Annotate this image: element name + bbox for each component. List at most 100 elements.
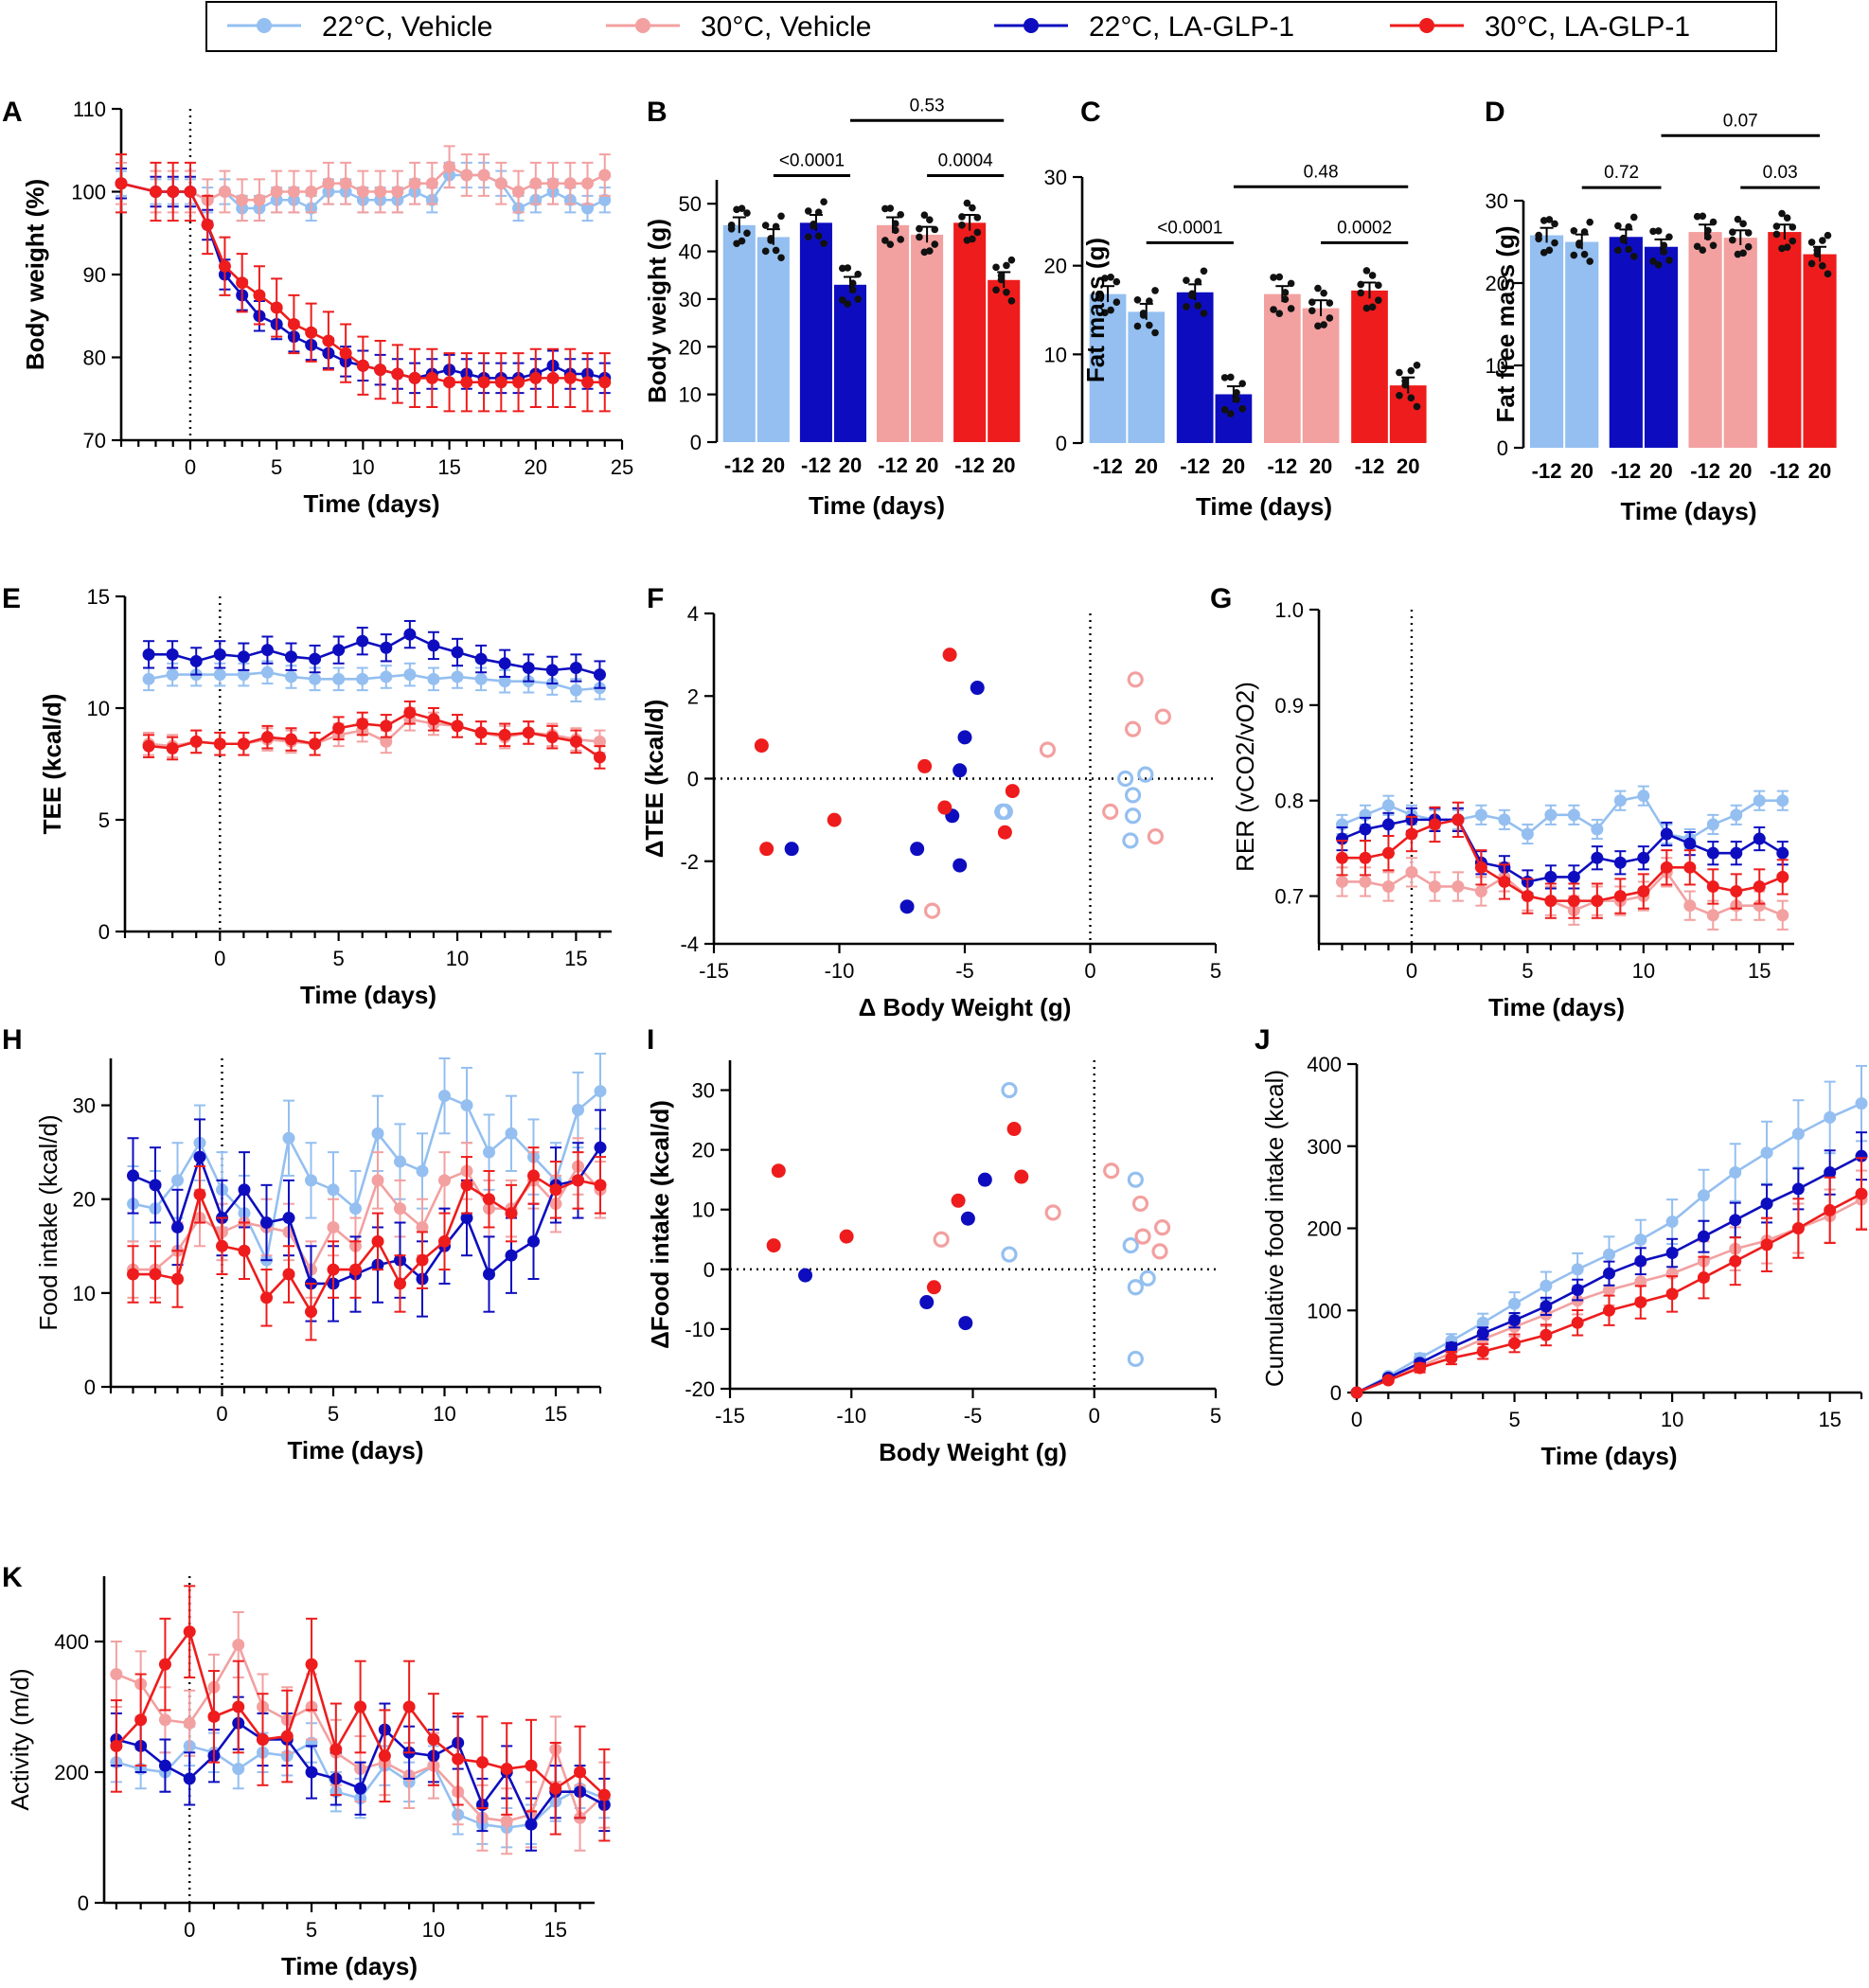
y-tick-label: 0	[1056, 432, 1067, 455]
bar	[1264, 293, 1301, 443]
individual-point	[1654, 227, 1663, 235]
data-point	[356, 672, 369, 685]
data-point	[1637, 851, 1650, 864]
individual-point	[1003, 288, 1010, 296]
data-point	[189, 654, 203, 667]
data-point	[287, 318, 300, 330]
data-point	[1697, 1189, 1710, 1202]
data-point	[1540, 1328, 1553, 1341]
individual-point	[1654, 261, 1663, 269]
data-point	[1151, 1243, 1168, 1260]
individual-point	[772, 246, 780, 255]
x-axis-title: Time (days)	[1540, 1442, 1677, 1470]
y-tick-label: 10	[679, 383, 702, 407]
data-point	[232, 1763, 245, 1776]
data-point	[280, 1730, 294, 1743]
x-tick-label: 0	[184, 1918, 195, 1942]
data-point	[498, 657, 511, 670]
individual-point	[854, 295, 862, 303]
legend-label: 30°C, Vehicle	[701, 11, 871, 43]
data-point	[253, 289, 266, 302]
data-point	[1335, 875, 1348, 888]
individual-point	[1772, 222, 1781, 230]
data-point	[977, 1172, 992, 1187]
x-axis-title: Time (days)	[300, 981, 436, 1009]
individual-point	[1133, 295, 1142, 304]
individual-point	[1220, 406, 1229, 414]
individual-point	[767, 235, 774, 242]
x-axis-title: Time (days)	[1488, 993, 1625, 1021]
y-axis-title: Fat free mass (g)	[1491, 225, 1520, 422]
data-point	[287, 186, 300, 198]
x-tick-label: 20	[1309, 454, 1332, 478]
y-tick-label: 30	[1486, 189, 1508, 213]
data-point	[1544, 870, 1558, 883]
individual-point	[1699, 212, 1707, 221]
x-tick-label: -12	[954, 453, 985, 477]
x-tick-label: 5	[1508, 1408, 1520, 1431]
data-point	[581, 202, 595, 215]
data-point	[356, 634, 369, 648]
data-point	[1613, 890, 1627, 903]
individual-point	[1146, 321, 1153, 329]
data-point	[1044, 1204, 1061, 1221]
data-point	[218, 259, 231, 273]
data-point	[438, 1234, 451, 1248]
bar-group-30c-la-glp-1: -12 20	[1351, 267, 1427, 478]
y-tick-label: 0.7	[1274, 885, 1304, 909]
data-point	[1730, 846, 1743, 860]
data-point	[593, 735, 606, 748]
y-tick-label: 0	[84, 1376, 96, 1399]
data-point	[134, 1713, 148, 1727]
individual-point	[1407, 366, 1415, 375]
panel-C: 0 10 20 30 -12 20 -12 20 -12 20 -12 20 <0.0001 0.48 0.…	[1044, 97, 1427, 521]
individual-point	[1625, 222, 1632, 231]
legend-item-22c-vehicle: 22°C, Vehicle	[227, 11, 492, 43]
p-value-label: 0.72	[1604, 163, 1639, 183]
data-point	[270, 186, 283, 198]
data-point	[149, 1179, 162, 1192]
series-30c-vehicle	[933, 1163, 1171, 1260]
data-point	[545, 731, 559, 744]
individual-point	[973, 228, 982, 237]
x-tick-label: -5	[964, 1404, 983, 1428]
individual-point	[1227, 410, 1235, 417]
y-axis-title: ΔTEE (kcal/d)	[640, 700, 668, 859]
individual-point	[1709, 241, 1718, 250]
data-point	[110, 1739, 123, 1752]
data-point	[260, 1216, 273, 1229]
legend-marker	[635, 18, 650, 33]
data-point	[1824, 1166, 1837, 1180]
x-tick-label: -12	[1267, 454, 1297, 478]
x-tick-label: 10	[1661, 1408, 1683, 1431]
individual-point	[848, 286, 857, 294]
data-point	[771, 1163, 786, 1179]
bar	[1089, 293, 1127, 443]
x-tick-label: 5	[306, 1918, 317, 1942]
data-point	[572, 1104, 584, 1117]
individual-point	[1693, 242, 1701, 251]
individual-point	[1614, 222, 1622, 230]
data-point	[1613, 856, 1627, 869]
individual-point	[1551, 239, 1558, 247]
individual-point	[1281, 295, 1290, 304]
data-point	[349, 1202, 362, 1216]
x-tick-label: -12	[1532, 459, 1562, 483]
y-tick-label: 20	[679, 335, 702, 359]
series-line	[133, 1090, 601, 1265]
legend-label: 30°C, LA-GLP-1	[1485, 11, 1690, 43]
series-22c-la-glp-1	[798, 1172, 992, 1331]
individual-point	[1320, 289, 1327, 297]
x-tick-label: -10	[825, 959, 855, 983]
data-point	[1134, 1228, 1151, 1245]
data-point	[460, 169, 473, 182]
individual-point	[1326, 299, 1334, 307]
data-point	[1571, 1263, 1584, 1276]
data-point	[1521, 827, 1534, 841]
data-point	[498, 675, 511, 688]
individual-point	[1287, 279, 1295, 288]
data-point	[1103, 1163, 1120, 1180]
y-axis-title: Body weight (g)	[643, 219, 671, 403]
data-point	[1760, 1238, 1773, 1251]
